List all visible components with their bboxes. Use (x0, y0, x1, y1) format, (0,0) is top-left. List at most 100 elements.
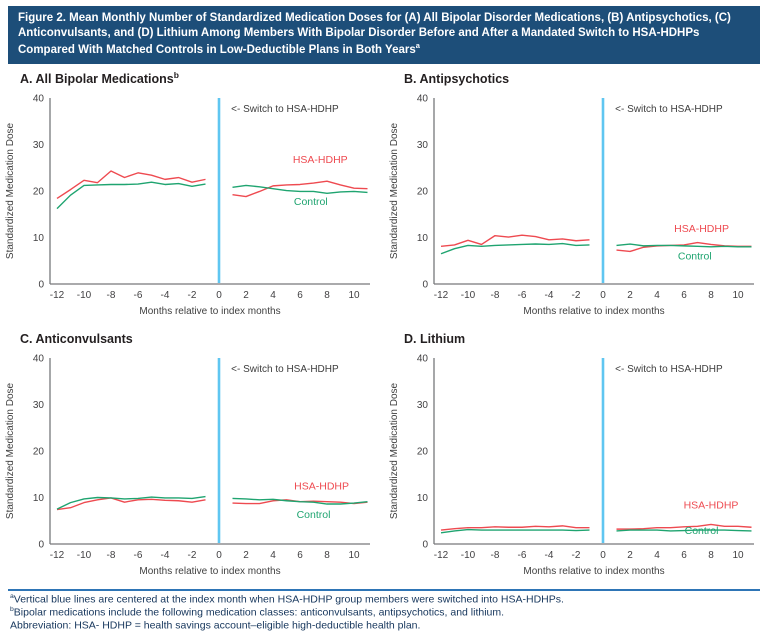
panel-a-title: A. All Bipolar Medicationsb (20, 69, 179, 86)
y-axis-title: Standardized Medication Dose (5, 122, 16, 259)
panel-d: D. Lithium 0 10 20 30 40 -12 -10 -8 -6 -4 -2 0 2 4 6 8 1… (384, 328, 768, 588)
x-tick-label: -6 (518, 550, 527, 561)
x-axis-title: Months relative to index months (523, 566, 664, 577)
x-tick-label: 10 (732, 290, 744, 301)
series-line-control-post (232, 184, 368, 194)
x-tick-label: -2 (188, 550, 197, 561)
chart-panel-d: 0 10 20 30 40 -12 -10 -8 -6 -4 -2 0 2 4 6 8 10 Standardiz… (389, 353, 754, 577)
series-line-control-pre (440, 242, 590, 255)
y-tick-label: 40 (417, 353, 429, 364)
x-tick-label: 8 (708, 290, 714, 301)
panel-d-title: D. Lithium (404, 331, 466, 346)
x-tick-label: -6 (518, 290, 527, 301)
series-line-hsa-pre (440, 524, 590, 531)
y-tick-label: 20 (417, 446, 429, 457)
x-tick-label: 2 (627, 550, 633, 561)
x-tick-label: -4 (545, 550, 554, 561)
x-tick-label: -4 (545, 290, 554, 301)
y-tick-label: 10 (33, 233, 45, 244)
y-tick-label: 30 (417, 400, 429, 411)
x-tick-label: -8 (491, 290, 500, 301)
series-line-control-pre (56, 495, 206, 510)
x-tick-label: -10 (77, 290, 92, 301)
x-tick-label: -6 (134, 550, 143, 561)
x-tick-label: 0 (600, 290, 606, 301)
series-line-hsa-pre (56, 169, 206, 199)
series-line-hsa-post (616, 523, 752, 530)
x-tick-label: 10 (732, 550, 744, 561)
series-label-hsa: HSA-HDHP (294, 480, 349, 492)
switch-annotation: <- Switch to HSA-HDHP (231, 364, 339, 375)
footnote-a: aVertical blue lines are centered at the… (10, 592, 564, 606)
x-axis-title: Months relative to index months (139, 566, 280, 577)
x-tick-label: 4 (270, 290, 276, 301)
x-tick-label: -4 (161, 550, 170, 561)
y-tick-label: 40 (33, 93, 45, 104)
series-label-control: Control (297, 509, 331, 521)
x-tick-label: -12 (434, 290, 449, 301)
chart-panel-b: 0 10 20 30 40 -12 -10 -8 -6 -4 -2 0 2 4 6 8 10 Standardiz… (389, 93, 754, 317)
y-tick-label: 10 (33, 493, 45, 504)
series-label-hsa: HSA-HDHP (293, 154, 348, 166)
x-axis-title: Months relative to index months (139, 306, 280, 317)
y-tick-label: 10 (417, 233, 429, 244)
x-tick-label: -8 (491, 550, 500, 561)
x-tick-label: 4 (654, 550, 660, 561)
x-tick-label: -12 (50, 290, 65, 301)
panel-c: C. Anticonvulsants 0 10 20 30 40 -12 -10 -8 -6 -4… (0, 328, 384, 588)
series-line-hsa-pre (440, 234, 590, 247)
series-label-control: Control (294, 196, 328, 208)
x-tick-label: -8 (107, 290, 116, 301)
series-label-control: Control (685, 525, 719, 537)
series-line-control-pre (56, 181, 206, 209)
x-tick-label: -10 (77, 550, 92, 561)
panel-a: A. All Bipolar Medicationsb 0 10 20 30 40 -12… (0, 68, 384, 328)
y-tick-label: 40 (417, 93, 429, 104)
x-tick-label: 2 (243, 290, 249, 301)
x-tick-label: 6 (297, 550, 303, 561)
x-tick-label: -8 (107, 550, 116, 561)
y-tick-label: 0 (38, 539, 44, 550)
series-label-hsa: HSA-HDHP (684, 499, 739, 511)
y-tick-label: 10 (417, 493, 429, 504)
y-axis-title: Standardized Medication Dose (389, 382, 400, 519)
footnote-b: bBipolar medications include the followi… (10, 605, 505, 619)
y-tick-label: 0 (422, 539, 428, 550)
x-tick-label: 10 (348, 550, 360, 561)
series-line-control-post (616, 242, 752, 248)
x-tick-label: 4 (654, 290, 660, 301)
x-tick-label: -12 (50, 550, 65, 561)
y-tick-label: 0 (38, 279, 44, 290)
y-tick-label: 20 (33, 446, 45, 457)
x-tick-label: 8 (324, 550, 330, 561)
switch-annotation: <- Switch to HSA-HDHP (615, 364, 723, 375)
panel-c-title: C. Anticonvulsants (20, 331, 133, 346)
figure-title-bar: Figure 2. Mean Monthly Number of Standar… (8, 6, 760, 64)
footnote-abbreviation: Abbreviation: HSA- HDHP = health savings… (10, 619, 421, 632)
x-tick-label: 6 (681, 290, 687, 301)
y-tick-label: 30 (33, 140, 45, 151)
x-tick-label: 0 (216, 550, 222, 561)
x-tick-label: 0 (600, 550, 606, 561)
chart-panel-c: 0 10 20 30 40 -12 -10 -8 -6 -4 -2 0 2 4 6 8 10 Standardiz… (5, 353, 370, 577)
y-axis-title: Standardized Medication Dose (389, 122, 400, 259)
x-tick-label: -12 (434, 550, 449, 561)
x-tick-label: -2 (188, 290, 197, 301)
chart-grid: A. All Bipolar Medicationsb 0 10 20 30 40 -12… (0, 68, 768, 588)
x-tick-label: 6 (297, 290, 303, 301)
x-tick-label: 2 (243, 550, 249, 561)
chart-panel-a: 0 10 20 30 40 -12 -10 -8 -6 -4 -2 0 2 4 6 8 10 Standardiz… (5, 93, 370, 317)
x-tick-label: 8 (324, 290, 330, 301)
x-axis-title: Months relative to index months (523, 306, 664, 317)
panel-b-title: B. Antipsychotics (404, 71, 510, 86)
y-tick-label: 30 (417, 140, 429, 151)
panel-b: B. Antipsychotics 0 10 20 30 40 -12 -10 -8 -6 -4-… (384, 68, 768, 328)
series-line-hsa-post (232, 180, 368, 197)
x-tick-label: -10 (461, 290, 476, 301)
series-line-hsa-pre (56, 496, 206, 510)
y-tick-label: 20 (33, 186, 45, 197)
x-tick-label: 10 (348, 290, 360, 301)
y-tick-label: 0 (422, 279, 428, 290)
y-tick-label: 40 (33, 353, 45, 364)
